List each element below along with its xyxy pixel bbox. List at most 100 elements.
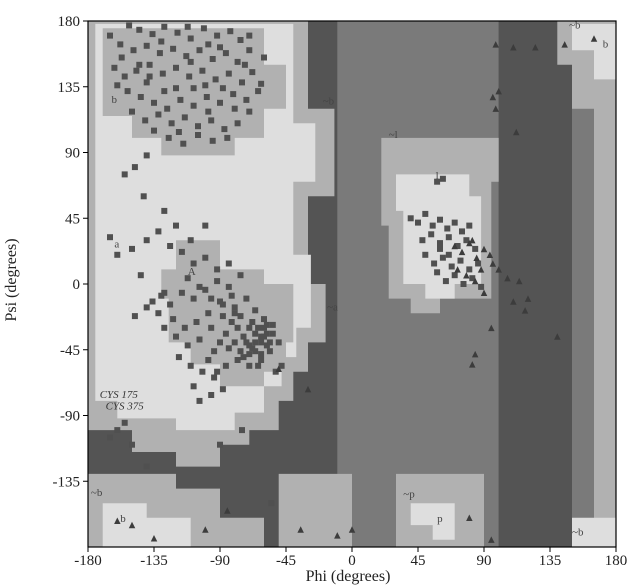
residue-point [155, 310, 162, 317]
residue-point [195, 123, 201, 130]
residue-point [428, 231, 435, 238]
residue-point [183, 53, 190, 60]
residue-point [255, 88, 262, 95]
residue-point [249, 345, 256, 352]
residue-point [161, 207, 168, 214]
glycine-point [532, 44, 539, 51]
region-core-alpha [161, 240, 294, 387]
residue-point [137, 272, 144, 279]
residue-point [237, 348, 244, 355]
glycine-point [488, 536, 495, 543]
residue-point [214, 266, 221, 273]
residue-point [451, 219, 458, 226]
residue-point [208, 324, 215, 331]
residue-point [478, 283, 485, 290]
residue-point [205, 357, 212, 363]
region-label: ~b [572, 526, 584, 538]
glycine-point [451, 242, 458, 250]
glycine-point [150, 535, 158, 542]
region-labels: b ~b ~l l a A ~a ~b b ~p p ~b ~b b [91, 19, 609, 538]
glycine-point [489, 93, 497, 101]
residue-point [243, 96, 250, 103]
region-dark-right [498, 21, 572, 547]
region-label: A [188, 266, 196, 278]
residue-point [415, 219, 421, 226]
region-label: ~p [403, 488, 415, 500]
residue-point [217, 441, 223, 448]
residue-point [246, 351, 253, 358]
residue-annotation: CYS 375 [106, 401, 145, 413]
residue-point [181, 324, 188, 331]
residue-point [231, 304, 238, 311]
residue-point [252, 307, 259, 314]
residue-point [434, 269, 441, 276]
residue-point [205, 108, 212, 115]
residue-point [225, 345, 232, 352]
glycine-point [480, 289, 488, 296]
residue-point [158, 38, 165, 45]
x-tick-label: -45 [276, 553, 296, 569]
x-tick-label: -180 [74, 553, 102, 569]
region-label: p [437, 513, 443, 525]
glycine-point [469, 236, 476, 244]
residue-point [224, 134, 231, 141]
residue-point [208, 295, 215, 302]
residue-point [459, 228, 465, 235]
residue-point [268, 500, 275, 507]
residue-point [214, 368, 221, 375]
y-tick-label: 135 [58, 80, 81, 96]
residue-point [203, 94, 210, 100]
residue-point [211, 348, 218, 355]
residue-point [167, 243, 174, 249]
residue-point [239, 427, 245, 434]
residue-point [275, 339, 282, 346]
x-axis-label: Phi (degrees) [306, 568, 391, 585]
residue-point [178, 289, 185, 296]
y-tick-label: -90 [60, 409, 80, 425]
residue-point [269, 330, 276, 337]
glycine-point [297, 526, 304, 533]
residue-point [143, 463, 150, 470]
residue-point [263, 321, 270, 328]
residue-point [258, 357, 265, 363]
residue-point [187, 237, 194, 244]
residue-point [161, 324, 168, 331]
residue-point [180, 140, 187, 147]
x-tick-label: 180 [605, 553, 628, 569]
residue-point [258, 80, 265, 87]
residue-point [117, 41, 124, 48]
residue-point [205, 41, 212, 48]
residue-point [219, 313, 226, 320]
region-label: b [112, 94, 118, 106]
residue-point [243, 295, 250, 302]
residue-point [124, 88, 131, 95]
glycine-point [334, 532, 341, 539]
residue-point [258, 333, 265, 340]
residue-point [136, 26, 143, 33]
residue-point [219, 85, 226, 92]
residue-point [107, 434, 113, 441]
residue-point [240, 333, 247, 340]
residue-point [445, 251, 452, 258]
residue-point [448, 263, 455, 270]
residue-point [221, 126, 228, 133]
region-generous-top-right [557, 21, 616, 547]
glycine-point [304, 385, 312, 393]
y-tick-label: 180 [58, 14, 81, 30]
residue-point [466, 266, 473, 273]
residue-point [212, 76, 219, 83]
glycine-point [510, 298, 517, 305]
residue-point [209, 56, 216, 62]
glycine-point [202, 526, 209, 533]
residue-point [130, 47, 137, 54]
residue-point [439, 254, 446, 261]
residue-point [246, 47, 253, 54]
region-label: a [114, 239, 119, 251]
residue-point [419, 237, 426, 244]
region-shading [88, 21, 616, 547]
residue-point [208, 392, 215, 398]
residue-point [193, 319, 200, 325]
residue-point [451, 272, 458, 279]
residue-point [186, 73, 193, 80]
residue-point [246, 108, 253, 115]
